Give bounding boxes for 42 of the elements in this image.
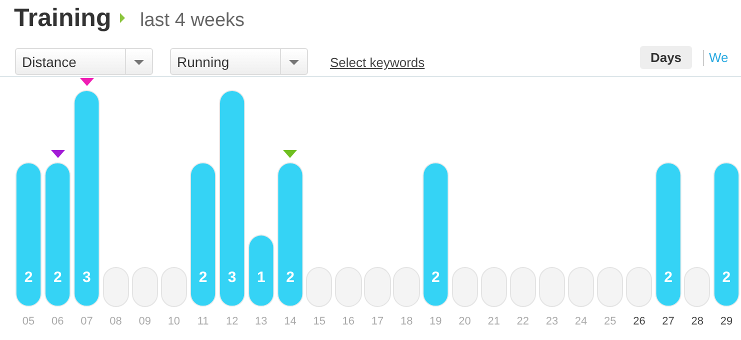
- data-label: 2: [722, 268, 731, 286]
- chart-title: Training: [14, 4, 112, 33]
- data-label: 1: [257, 268, 266, 286]
- x-tick-label: 06: [51, 315, 64, 328]
- x-tick-label: 24: [574, 315, 588, 328]
- x-tick-label: 16: [342, 315, 355, 328]
- x-tick-label: 20: [458, 315, 471, 328]
- x-tick-label: 28: [691, 315, 704, 328]
- x-tick-label: 05: [22, 315, 35, 328]
- x-tick-label: 12: [226, 315, 238, 328]
- x-tick-label: 19: [430, 315, 442, 328]
- data-label: 2: [286, 268, 294, 286]
- text: Days: [640, 46, 692, 69]
- data-label: 2: [431, 268, 440, 286]
- text: Running: [177, 54, 230, 70]
- text: We: [709, 50, 728, 65]
- x-tick-label: 15: [313, 315, 326, 328]
- x-tick-label: 13: [255, 315, 268, 328]
- x-tick-label: 26: [633, 315, 646, 328]
- x-tick-label: 22: [516, 315, 530, 328]
- x-tick-label: 10: [168, 315, 180, 328]
- x-tick-label: 07: [80, 315, 93, 328]
- data-label: 2: [24, 268, 33, 286]
- x-tick-label: 23: [546, 315, 558, 328]
- text: Select keywords: [330, 55, 425, 70]
- x-tick-label: 27: [662, 315, 674, 328]
- x-tick-label: 21: [488, 315, 500, 328]
- x-tick-label: 08: [110, 315, 122, 328]
- data-label: 3: [82, 268, 91, 286]
- data-label: 3: [228, 268, 236, 286]
- x-tick-label: 14: [284, 315, 296, 328]
- x-tick-label: 09: [138, 315, 151, 328]
- text: Distance: [22, 54, 76, 70]
- chart-subtitle: last 4 weeks: [140, 10, 245, 32]
- x-tick-label: 29: [720, 315, 733, 328]
- x-tick-label: 11: [197, 315, 209, 328]
- x-tick-label: 17: [371, 315, 384, 328]
- x-tick-label: 18: [400, 315, 413, 328]
- x-tick-label: 25: [604, 315, 616, 328]
- data-label: 2: [198, 268, 208, 286]
- data-label: 2: [53, 268, 62, 286]
- data-label: 2: [664, 268, 672, 286]
